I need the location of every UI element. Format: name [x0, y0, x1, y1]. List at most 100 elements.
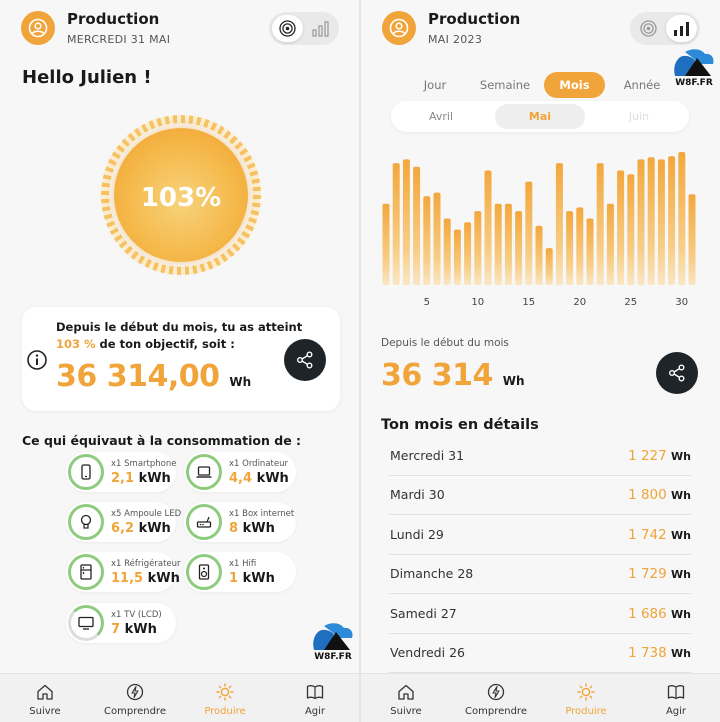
chart-bar-day-23[interactable]: [606, 203, 614, 285]
month-total: 36 314 Wh: [381, 358, 525, 393]
chart-bar-day-27[interactable]: [647, 157, 655, 285]
watermark-icon: [313, 623, 353, 650]
chart-bar-day-4[interactable]: [413, 166, 421, 285]
bar-chart-icon: [312, 21, 329, 37]
equivalent-item: x1 TV (LCD) 7 kWh: [66, 603, 176, 643]
watermark-text: W8F.FR: [675, 78, 713, 88]
page-date: MAI 2023: [428, 33, 483, 46]
list-item[interactable]: Mardi 30 1 800 Wh: [389, 477, 691, 515]
chart-bar-day-8[interactable]: [453, 229, 461, 285]
x-tick-label: 5: [424, 297, 430, 308]
chart-bar-day-16[interactable]: [535, 225, 543, 285]
summary-percent: 103 %: [56, 337, 96, 351]
chart-bar-day-9[interactable]: [464, 222, 472, 285]
chart-bar-day-19[interactable]: [566, 211, 574, 285]
subtab-juin[interactable]: Juin: [628, 110, 650, 123]
chart-bar-day-15[interactable]: [525, 181, 533, 285]
chart-bar-day-22[interactable]: [596, 163, 604, 285]
nav-item-comprendre[interactable]: Comprendre: [90, 674, 180, 722]
subtab-mai[interactable]: Mai: [495, 104, 585, 129]
list-item[interactable]: Dimanche 28 1 729 Wh: [389, 556, 691, 594]
user-icon: [389, 18, 409, 38]
header: Production MERCREDI 31 MAI: [0, 0, 359, 56]
chart-bar-day-30[interactable]: [678, 152, 686, 285]
equivalent-item: x1 Ordinateur 4,4 kWh: [184, 452, 296, 492]
chart-bar-day-24[interactable]: [617, 170, 625, 286]
view-toggle: [630, 12, 700, 45]
chart-view-button[interactable]: [666, 15, 697, 42]
summary-card: Depuis le début du mois, tu as atteint 1…: [22, 307, 340, 411]
chart-bar-day-18[interactable]: [555, 163, 563, 285]
chart-bar-day-17[interactable]: [545, 248, 553, 285]
bulb-icon: [80, 514, 92, 529]
summary-line1: Depuis le début du mois, tu as atteint: [56, 320, 303, 334]
chart-bar-day-10[interactable]: [474, 211, 482, 285]
chart-bar-day-20[interactable]: [576, 207, 584, 285]
chart-bar-day-31[interactable]: [688, 194, 696, 285]
watermark-logo: W8F.FR: [671, 48, 717, 94]
tab-annee[interactable]: Année: [623, 78, 661, 92]
x-tick-label: 30: [675, 297, 688, 308]
share-button[interactable]: [656, 352, 698, 394]
greeting: Hello Julien !: [22, 67, 152, 88]
avatar[interactable]: [21, 11, 55, 45]
nav-item-suivre[interactable]: Suivre: [361, 674, 451, 722]
nav-item-agir[interactable]: Agir: [631, 674, 720, 722]
chart-bar-day-28[interactable]: [657, 159, 665, 285]
nav-item-produire[interactable]: Produire: [541, 674, 631, 722]
summary-value: 36 314,00 Wh: [56, 359, 252, 394]
avatar[interactable]: [382, 11, 416, 45]
share-button[interactable]: [284, 339, 326, 381]
target-view-button[interactable]: [272, 15, 303, 42]
x-tick-label: 20: [573, 297, 586, 308]
tv-icon: [78, 616, 94, 630]
details-title: Ton mois en détails: [381, 417, 539, 433]
chart-bar-day-2[interactable]: [392, 163, 400, 285]
tab-mois[interactable]: Mois: [544, 72, 605, 98]
book-icon: [306, 685, 324, 700]
x-tick-label: 15: [522, 297, 535, 308]
bolt-icon: [487, 683, 505, 701]
list-item[interactable]: Lundi 29 1 742 Wh: [389, 517, 691, 555]
page-date: MERCREDI 31 MAI: [67, 33, 171, 46]
chart-bar-day-29[interactable]: [668, 156, 676, 285]
nav-item-agir[interactable]: Agir: [270, 674, 359, 722]
bolt-icon: [126, 683, 144, 701]
smartphone-icon: [81, 464, 91, 480]
nav-item-comprendre[interactable]: Comprendre: [451, 674, 541, 722]
home-icon: [398, 684, 414, 700]
list-item[interactable]: Vendredi 26 1 738 Wh: [389, 635, 691, 673]
router-icon: [196, 516, 212, 528]
chart-bar-day-25[interactable]: [627, 174, 635, 285]
since-label: Depuis le début du mois: [381, 337, 509, 349]
list-item[interactable]: Samedi 27 1 686 Wh: [389, 596, 691, 634]
chart-bar-day-1[interactable]: [382, 203, 390, 285]
chart-bar-day-3[interactable]: [402, 159, 410, 285]
info-icon[interactable]: [26, 349, 48, 371]
month-selector: Avril Mai Juin: [391, 101, 689, 132]
nav-item-produire[interactable]: Produire: [180, 674, 270, 722]
chart-bar-day-7[interactable]: [443, 218, 451, 286]
objective-sun: 103%: [101, 115, 261, 275]
x-tick-label: 10: [471, 297, 484, 308]
tab-semaine[interactable]: Semaine: [479, 78, 531, 92]
chart-bar-day-5[interactable]: [423, 196, 431, 285]
chart-bar-day-11[interactable]: [484, 170, 492, 286]
list-item[interactable]: Mercredi 31 1 227 Wh: [389, 438, 691, 476]
x-tick-label: 25: [624, 297, 637, 308]
chart-bar-day-13[interactable]: [504, 203, 512, 285]
nav-item-suivre[interactable]: Suivre: [0, 674, 90, 722]
tab-jour[interactable]: Jour: [423, 78, 447, 92]
subtab-avril[interactable]: Avril: [428, 110, 454, 123]
chart-bar-day-26[interactable]: [637, 159, 645, 285]
chart-bar-day-6[interactable]: [433, 192, 441, 285]
equivalent-item: x1 Réfrigérateur 11,5 kWh: [66, 552, 181, 592]
chart-bar-day-21[interactable]: [586, 218, 594, 286]
chart-bar-day-14[interactable]: [515, 211, 523, 285]
home-icon: [37, 684, 53, 700]
chart-bar-day-12[interactable]: [494, 203, 502, 285]
chart-view-button[interactable]: [305, 15, 336, 42]
target-view-button[interactable]: [633, 15, 664, 42]
bottom-nav: Suivre Comprendre Produire Agir: [0, 673, 359, 722]
equivalent-item: x5 Ampoule LED 6,2 kWh: [66, 502, 181, 542]
